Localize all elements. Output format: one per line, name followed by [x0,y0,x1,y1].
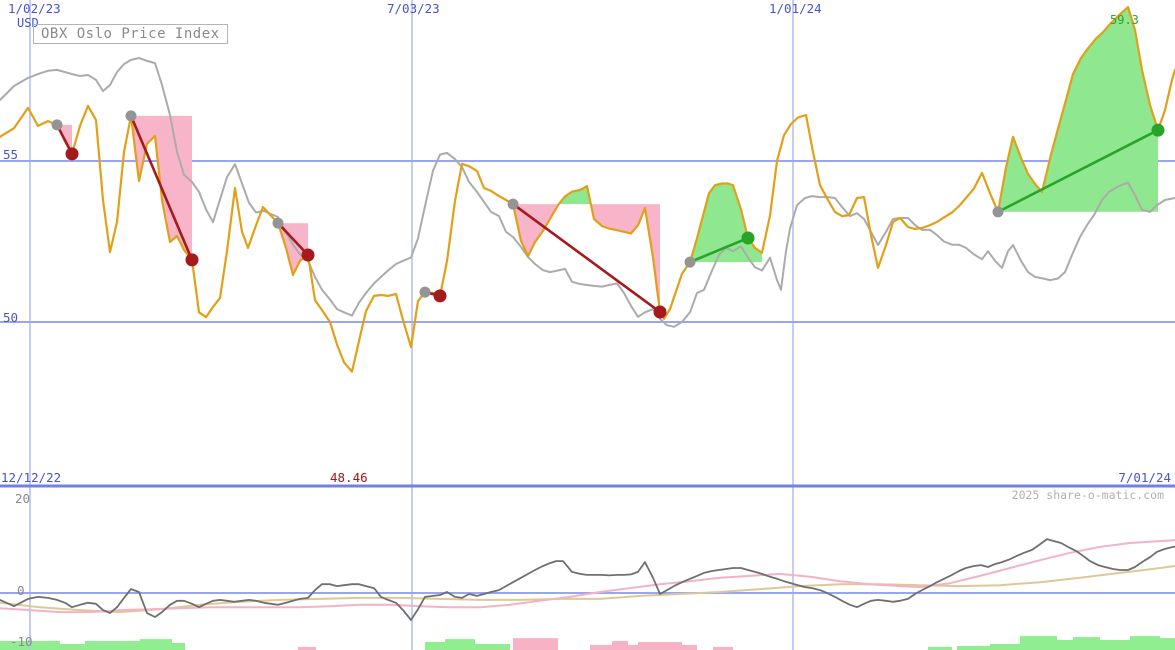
indicator-lines [0,538,1175,621]
indicator-histogram [0,636,1175,650]
indicator-tick-0: 0 [17,583,25,598]
x-tick-date-1: 1/02/23 [8,1,61,16]
trendlines-and-dots [51,110,1165,319]
y-tick-55: 55 [3,147,19,162]
price-high-annotation: 59.3 [1110,13,1139,27]
watermark: 2025 share-o-matic.com [1011,488,1164,502]
x-axis-start-date: 12/12/22 [1,470,62,485]
page-title: OBX Oslo Price Index [33,24,228,44]
x-axis-end-date: 7/01/24 [1118,470,1171,485]
trend-divergence-fills [57,7,1158,312]
indicator-tick-minus10: -10 [10,634,33,649]
x-tick-date-2: 7/03/23 [387,1,440,16]
price-series-lines [0,5,1175,373]
x-tick-date-3: 1/01/24 [769,1,822,16]
y-tick-50: 50 [3,310,19,325]
price-low-annotation: 48.46 [330,470,368,485]
indicator-tick-20: 20 [15,491,31,506]
